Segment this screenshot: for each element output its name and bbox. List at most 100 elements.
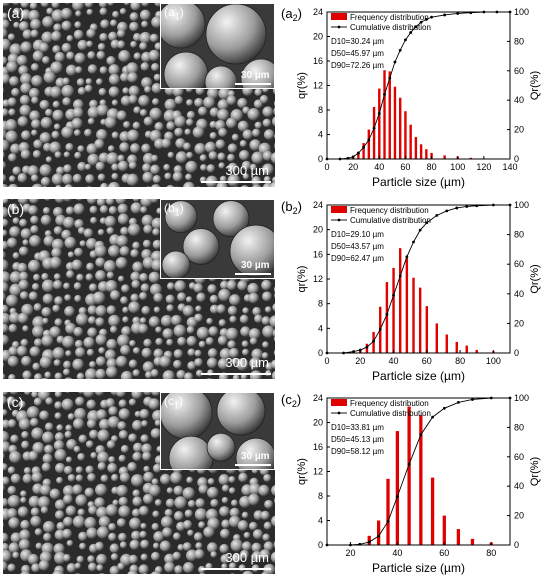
y-left-tick-label: 20 bbox=[313, 418, 323, 428]
sem-scale-text-a: 300 µm bbox=[203, 163, 269, 178]
particle bbox=[117, 334, 130, 347]
particle bbox=[31, 130, 38, 137]
particle bbox=[72, 3, 84, 11]
x-tick-label: 40 bbox=[389, 356, 399, 366]
d-value-annotation: D50=45.13 µm bbox=[331, 435, 384, 444]
particle bbox=[141, 306, 150, 315]
particle bbox=[68, 474, 76, 482]
frequency-bar bbox=[425, 149, 427, 159]
x-axis-label: Particle size (µm) bbox=[372, 561, 465, 575]
particle bbox=[85, 488, 95, 498]
particle bbox=[24, 392, 31, 395]
particle bbox=[216, 304, 225, 313]
particle bbox=[242, 307, 249, 314]
particle bbox=[96, 356, 106, 366]
particle bbox=[130, 143, 140, 153]
particle bbox=[249, 522, 258, 531]
particle bbox=[174, 511, 184, 521]
particle bbox=[131, 392, 142, 399]
particle bbox=[248, 293, 259, 304]
particle bbox=[75, 53, 86, 64]
particle bbox=[150, 184, 161, 187]
y-right-tick-label: 40 bbox=[514, 481, 524, 491]
particle bbox=[34, 373, 42, 379]
particle bbox=[95, 270, 106, 281]
particle bbox=[139, 531, 147, 539]
sem-image-b: (b) (b1) 30 µm 300 µm bbox=[3, 199, 275, 379]
particle bbox=[167, 282, 175, 290]
particle bbox=[96, 573, 108, 574]
particle bbox=[99, 3, 108, 8]
particle bbox=[98, 462, 107, 471]
particle bbox=[210, 499, 219, 508]
particle bbox=[73, 107, 84, 118]
sem-image-a: (a) (a1) 30 µm 300 µm bbox=[3, 3, 275, 187]
particle bbox=[173, 172, 183, 182]
cumulative-point bbox=[396, 495, 399, 498]
particle bbox=[3, 335, 9, 346]
particle bbox=[21, 356, 32, 367]
particle bbox=[77, 373, 85, 379]
sem-scale-bar-b bbox=[201, 373, 271, 375]
particle bbox=[128, 223, 141, 236]
particle bbox=[66, 456, 72, 462]
particle bbox=[274, 495, 275, 507]
particle bbox=[54, 401, 62, 409]
particle bbox=[95, 305, 106, 316]
particle bbox=[75, 347, 85, 357]
particle bbox=[139, 32, 151, 44]
particle bbox=[29, 291, 38, 300]
particle bbox=[139, 273, 148, 282]
particle bbox=[73, 516, 85, 528]
particle bbox=[216, 139, 226, 149]
particle bbox=[41, 177, 51, 187]
particle bbox=[141, 62, 150, 71]
particle bbox=[55, 463, 65, 473]
particle bbox=[78, 435, 87, 444]
particle bbox=[174, 116, 186, 128]
particle bbox=[30, 3, 38, 10]
particle bbox=[184, 129, 191, 136]
y-right-tick-label: 80 bbox=[514, 422, 524, 432]
particle bbox=[173, 360, 182, 369]
particle bbox=[31, 96, 39, 104]
legend-line-marker bbox=[338, 26, 341, 29]
particle bbox=[40, 356, 52, 368]
particle bbox=[77, 556, 85, 564]
particle bbox=[96, 129, 108, 141]
particle bbox=[207, 487, 219, 499]
particle bbox=[198, 573, 206, 574]
particle bbox=[138, 95, 150, 107]
particle bbox=[131, 531, 141, 541]
particle bbox=[3, 174, 6, 183]
particle bbox=[20, 41, 32, 53]
particle bbox=[87, 555, 95, 563]
particle bbox=[110, 290, 120, 300]
particle bbox=[128, 301, 140, 313]
particle bbox=[28, 554, 39, 565]
particle bbox=[72, 118, 83, 129]
particle bbox=[53, 101, 60, 108]
particle bbox=[152, 478, 159, 485]
particle bbox=[52, 110, 63, 121]
particle bbox=[29, 199, 40, 204]
particle bbox=[63, 517, 73, 527]
particle bbox=[9, 175, 16, 182]
y-right-tick-label: 100 bbox=[514, 200, 529, 210]
particle bbox=[239, 150, 250, 161]
sem-scale-text-c: 300 µm bbox=[203, 550, 269, 565]
particle bbox=[63, 361, 71, 369]
particle bbox=[218, 289, 231, 302]
particle bbox=[193, 283, 203, 293]
particle bbox=[55, 185, 62, 187]
legend-line-label: Cumulative distribution bbox=[350, 216, 431, 225]
frequency-bar bbox=[386, 479, 389, 545]
x-tick-label: 60 bbox=[439, 548, 449, 558]
particle bbox=[11, 88, 20, 97]
particle bbox=[129, 359, 138, 368]
particle bbox=[133, 106, 141, 114]
particle bbox=[104, 260, 116, 272]
particle bbox=[107, 440, 116, 449]
particle bbox=[160, 474, 171, 485]
particle bbox=[262, 106, 273, 117]
